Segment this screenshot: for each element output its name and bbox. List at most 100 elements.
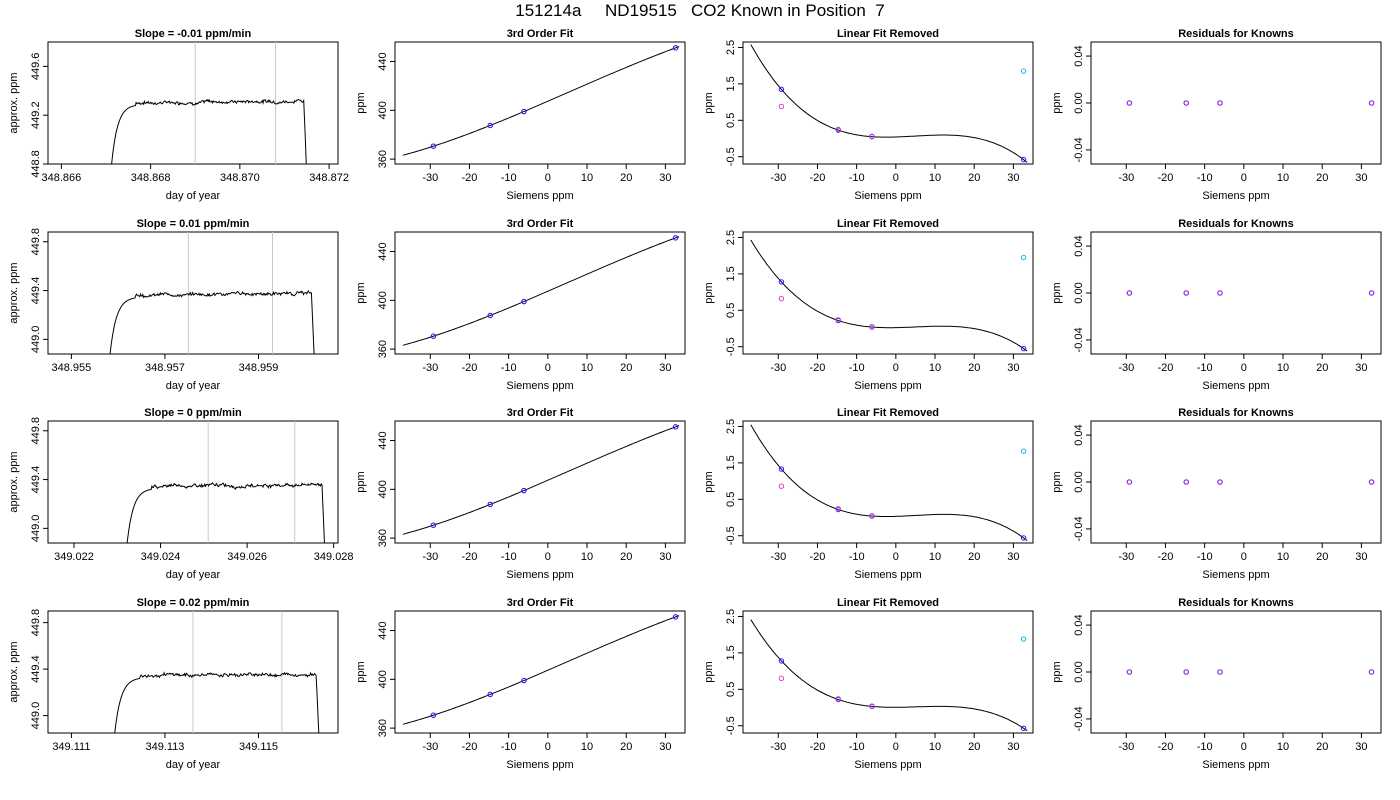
data-point-fit xyxy=(487,501,493,508)
y-axis-label: approx. ppm xyxy=(8,72,20,133)
y-axis-label: ppm xyxy=(703,661,715,682)
y-axis-label: approx. ppm xyxy=(8,262,20,323)
data-point-fit xyxy=(487,312,493,319)
y-tick-label: 449.2 xyxy=(30,101,42,129)
x-tick-label: 30 xyxy=(1355,741,1367,753)
residual-point xyxy=(1126,479,1133,485)
x-tick-label: 20 xyxy=(620,362,632,374)
y-tick-label: 0.04 xyxy=(1073,235,1085,256)
x-tick-label: 20 xyxy=(620,551,632,563)
x-tick-label: 10 xyxy=(1277,551,1289,563)
data-point-fit xyxy=(778,86,785,93)
y-tick-label: 440 xyxy=(377,621,389,639)
x-tick-label: -10 xyxy=(501,362,517,374)
y-tick-label: 0.5 xyxy=(725,113,737,128)
x-tick-label: 20 xyxy=(620,741,632,753)
x-axis-label: day of year xyxy=(166,380,221,392)
residual-fit-curve xyxy=(750,239,1028,352)
x-tick-label: 30 xyxy=(1355,172,1367,184)
y-axis-label: ppm xyxy=(1051,471,1063,492)
data-point-raw xyxy=(778,483,785,489)
panel-3-4: Residuals for Knowns -30 -20 -10 0 10 20 30 -0.0… xyxy=(1051,407,1382,581)
fit-curve xyxy=(402,615,680,725)
y-tick-label: 449.4 xyxy=(30,466,42,494)
y-tick-label: -0.04 xyxy=(1073,327,1085,352)
x-tick-label: 10 xyxy=(929,551,941,563)
residual-point xyxy=(1368,100,1375,106)
data-point-raw xyxy=(869,323,875,330)
x-tick-label: 20 xyxy=(1316,362,1328,374)
residual-fit-curve xyxy=(750,424,1028,541)
data-point-raw xyxy=(1020,254,1027,261)
x-tick-label: -20 xyxy=(462,362,478,374)
co2-trace-line xyxy=(109,290,315,354)
fit-curve xyxy=(402,236,680,346)
data-point-raw xyxy=(778,295,785,302)
plot-area xyxy=(1126,669,1375,675)
x-tick-label: 10 xyxy=(1277,172,1289,184)
panel-2-2: 3rd Order Fit -30 -20 -10 0 10 20 30 360 400 440 Si… xyxy=(355,218,686,392)
y-tick-label: 1.5 xyxy=(725,645,737,660)
x-tick-label: 0 xyxy=(1241,172,1247,184)
y-tick-label: 448.8 xyxy=(30,150,42,178)
x-tick-label: 349.022 xyxy=(54,551,94,563)
x-tick-label: -20 xyxy=(462,172,478,184)
x-tick-label: 20 xyxy=(620,172,632,184)
data-point-raw xyxy=(869,703,875,709)
panel-title: Linear Fit Removed xyxy=(837,28,939,40)
x-tick-label: 0 xyxy=(545,362,551,374)
x-tick-label: -10 xyxy=(849,362,865,374)
residual-point xyxy=(1217,100,1223,106)
y-tick-label: 449.8 xyxy=(30,228,42,256)
co2-trace-line xyxy=(111,98,307,164)
x-tick-label: 20 xyxy=(968,172,980,184)
x-tick-label: -10 xyxy=(849,172,865,184)
plot-frame xyxy=(394,610,686,734)
x-tick-label: 349.028 xyxy=(314,551,354,563)
fit-curve xyxy=(402,425,680,535)
x-tick-label: -20 xyxy=(810,172,826,184)
panel-title: Residuals for Knowns xyxy=(1178,28,1294,40)
x-tick-label: -30 xyxy=(1118,741,1134,753)
x-axis-label: Siemens ppm xyxy=(1202,569,1269,581)
plot-area xyxy=(1126,479,1375,485)
panel-title: Linear Fit Removed xyxy=(837,218,939,230)
x-tick-label: -20 xyxy=(810,741,826,753)
panel-4-2: 3rd Order Fit -30 -20 -10 0 10 20 30 360 400 440 Si… xyxy=(355,597,686,771)
x-tick-label: 349.113 xyxy=(145,741,184,753)
y-tick-label: 2.5 xyxy=(725,419,737,434)
y-axis-label: approx. ppm xyxy=(8,451,20,512)
y-tick-label: 1.5 xyxy=(725,266,737,281)
y-tick-label: 0.04 xyxy=(1073,614,1085,635)
data-point-fit xyxy=(430,143,437,149)
y-tick-label: 0.5 xyxy=(725,682,737,697)
y-tick-label: 1.5 xyxy=(725,455,737,470)
y-tick-label: -0.04 xyxy=(1073,137,1085,162)
y-tick-label: 0.04 xyxy=(1073,45,1085,66)
residual-point xyxy=(1368,669,1375,675)
x-tick-label: 20 xyxy=(1316,741,1328,753)
x-tick-label: 20 xyxy=(968,362,980,374)
data-point-fit xyxy=(672,45,679,51)
panel-3-1: Slope = 0 ppm/min 349.022 349.024 349.026 34… xyxy=(8,407,354,581)
x-axis-label: Siemens ppm xyxy=(1202,759,1269,771)
y-axis-label: ppm xyxy=(1051,92,1063,113)
x-tick-label: -20 xyxy=(462,551,478,563)
plot-area xyxy=(402,614,680,725)
x-tick-label: 0 xyxy=(1241,741,1247,753)
x-tick-label: 10 xyxy=(929,741,941,753)
x-tick-label: -30 xyxy=(770,172,786,184)
plot-area xyxy=(402,45,680,156)
plot-area xyxy=(750,44,1028,163)
y-axis-label: ppm xyxy=(703,282,715,303)
plot-area xyxy=(126,421,325,543)
x-tick-label: 0 xyxy=(893,551,899,563)
x-tick-label: 30 xyxy=(1007,172,1019,184)
plot-frame xyxy=(47,41,339,165)
plot-frame xyxy=(394,231,686,355)
page-title: 151214a ND19515 CO2 Known in Position 7 xyxy=(515,1,885,20)
x-axis-label: day of year xyxy=(166,569,221,581)
panel-title: 3rd Order Fit xyxy=(507,28,574,40)
x-tick-label: 20 xyxy=(968,741,980,753)
residual-point xyxy=(1183,290,1190,296)
